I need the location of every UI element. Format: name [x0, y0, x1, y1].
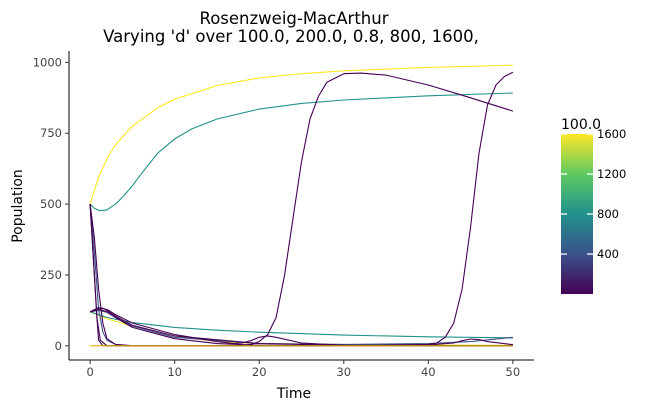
- colorbar-label: 800: [597, 207, 619, 221]
- y-tick-label: 750: [40, 126, 62, 140]
- y-tick-label: 1000: [33, 55, 62, 69]
- series-line-5: [90, 309, 513, 345]
- legend-title: 100.0: [561, 117, 601, 133]
- series-line-2: [89, 92, 513, 212]
- chart-title: Rosenzweig-MacArthur: [199, 9, 388, 28]
- y-tick-label: 500: [40, 197, 62, 211]
- plot-area: [89, 64, 514, 347]
- series-line-6: [89, 72, 514, 347]
- x-tick-label: 50: [506, 365, 521, 379]
- x-axis-ticks: 0 10 20 30 40 50: [86, 360, 520, 379]
- y-tick-label: 0: [55, 339, 62, 353]
- series-line-8: [89, 71, 514, 347]
- colorbar-ticks: 400 800 1200 1600: [561, 127, 626, 261]
- colorbar-label: 1600: [597, 127, 626, 141]
- series-line-11: [89, 308, 513, 347]
- x-tick-label: 40: [421, 365, 436, 379]
- chart-subtitle: Varying 'd' over 100.0, 200.0, 0.8, 800,…: [103, 27, 479, 46]
- colorbar-label: 1200: [597, 167, 626, 181]
- x-tick-label: 20: [252, 365, 267, 379]
- legend: 100.0 400 800 1200 1600: [561, 117, 626, 294]
- series-line-0: [89, 64, 513, 205]
- y-tick-label: 250: [40, 268, 62, 282]
- series-line-9: [89, 307, 513, 347]
- x-axis-title: Time: [276, 386, 311, 402]
- x-tick-label: 0: [86, 365, 93, 379]
- y-axis-title: Population: [10, 169, 26, 243]
- series-line-3: [89, 311, 513, 339]
- x-tick-label: 10: [167, 365, 182, 379]
- series-line-7: [89, 307, 513, 347]
- y-axis-ticks: 0 250 500 750 1000: [33, 55, 69, 353]
- colorbar-label: 400: [597, 247, 619, 261]
- x-tick-label: 30: [336, 365, 351, 379]
